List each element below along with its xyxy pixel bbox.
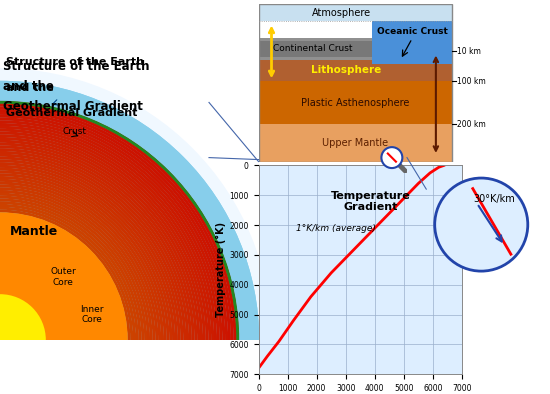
Wedge shape (0, 134, 206, 340)
Text: Atmosphere: Atmosphere (312, 7, 371, 18)
Circle shape (434, 178, 528, 271)
Wedge shape (0, 173, 167, 340)
Wedge shape (0, 101, 239, 340)
Text: Oceanic Crust: Oceanic Crust (377, 27, 448, 36)
Text: Crust: Crust (63, 127, 87, 136)
Y-axis label: Temperature (°K): Temperature (°K) (216, 222, 227, 318)
Wedge shape (0, 81, 259, 340)
Wedge shape (0, 171, 169, 340)
Text: 1°K/km (average): 1°K/km (average) (296, 224, 376, 233)
Bar (258, 4, 453, 21)
Wedge shape (0, 159, 181, 340)
Bar (258, 57, 453, 81)
Wedge shape (0, 176, 164, 340)
Wedge shape (0, 131, 208, 340)
Text: Structure of the Earth: Structure of the Earth (6, 57, 144, 67)
Text: Inner
Core: Inner Core (80, 305, 103, 324)
Circle shape (381, 147, 403, 168)
Wedge shape (0, 179, 161, 340)
Wedge shape (0, 190, 150, 340)
Bar (372, 20, 453, 64)
Wedge shape (0, 193, 147, 340)
Wedge shape (0, 128, 211, 340)
Text: Geothermal Gradient: Geothermal Gradient (3, 100, 143, 113)
Wedge shape (0, 204, 136, 340)
Wedge shape (0, 162, 178, 340)
Bar (258, 81, 453, 124)
Wedge shape (0, 212, 128, 340)
Wedge shape (0, 182, 158, 340)
Wedge shape (0, 151, 189, 340)
Wedge shape (0, 112, 228, 340)
Wedge shape (0, 154, 186, 340)
Wedge shape (0, 165, 175, 340)
Wedge shape (0, 167, 172, 340)
Text: 100 km: 100 km (457, 77, 486, 86)
Wedge shape (0, 140, 200, 340)
Wedge shape (0, 198, 142, 340)
Wedge shape (0, 68, 272, 340)
Wedge shape (0, 195, 145, 340)
Text: Upper Mantle: Upper Mantle (322, 138, 388, 148)
Text: Structure of the Earth: Structure of the Earth (3, 60, 150, 73)
Text: 30°K/km: 30°K/km (473, 194, 515, 204)
Wedge shape (0, 101, 239, 340)
Wedge shape (0, 143, 197, 340)
Text: Plastic Asthenosphere: Plastic Asthenosphere (301, 98, 410, 108)
Wedge shape (0, 120, 220, 340)
Wedge shape (0, 117, 223, 340)
Text: Outer
Core: Outer Core (50, 268, 76, 287)
Wedge shape (0, 123, 217, 340)
Wedge shape (0, 137, 203, 340)
Wedge shape (0, 109, 231, 340)
Text: and the: and the (6, 83, 53, 93)
Bar (258, 41, 372, 57)
Wedge shape (0, 104, 236, 340)
Wedge shape (0, 126, 214, 340)
Wedge shape (0, 184, 156, 340)
Text: and the: and the (3, 80, 54, 93)
Text: Temperature
Gradient: Temperature Gradient (331, 191, 410, 212)
Text: Geothermal Gradient: Geothermal Gradient (6, 108, 137, 118)
Wedge shape (0, 156, 184, 340)
Bar (258, 4, 453, 162)
Wedge shape (0, 115, 226, 340)
Wedge shape (0, 145, 195, 340)
Wedge shape (0, 294, 46, 340)
Text: Mantle: Mantle (10, 225, 58, 238)
Wedge shape (0, 187, 153, 340)
Text: 200 km: 200 km (457, 120, 486, 129)
Text: 10 km: 10 km (457, 47, 481, 56)
Wedge shape (0, 106, 234, 340)
Bar (258, 38, 382, 60)
Text: Continental Crust: Continental Crust (273, 44, 353, 53)
Wedge shape (0, 207, 133, 340)
Wedge shape (0, 148, 192, 340)
Wedge shape (0, 201, 139, 340)
Text: Lithosphere: Lithosphere (311, 65, 381, 75)
Wedge shape (0, 210, 130, 340)
Bar (258, 124, 453, 162)
Wedge shape (0, 81, 259, 340)
